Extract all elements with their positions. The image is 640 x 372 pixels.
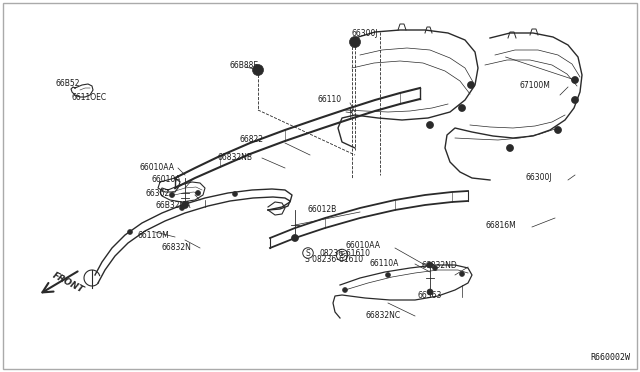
Text: 66110: 66110	[318, 96, 342, 105]
Circle shape	[349, 36, 360, 48]
Circle shape	[253, 64, 264, 76]
Text: 66012B: 66012B	[308, 205, 337, 215]
Circle shape	[433, 266, 438, 270]
Text: S: S	[339, 250, 344, 260]
Circle shape	[351, 38, 358, 45]
Text: S 08236-61610: S 08236-61610	[305, 256, 363, 264]
Text: 66B52: 66B52	[56, 78, 81, 87]
Text: 66363: 66363	[418, 292, 442, 301]
Circle shape	[182, 202, 189, 208]
Circle shape	[427, 262, 433, 268]
Text: 66832ND: 66832ND	[422, 260, 458, 269]
Circle shape	[385, 273, 390, 278]
Text: 66010AA: 66010AA	[345, 241, 380, 250]
Text: 08236-61610: 08236-61610	[320, 248, 371, 257]
Text: 66110A: 66110A	[370, 259, 399, 267]
Circle shape	[291, 234, 298, 241]
Text: 66832NB: 66832NB	[218, 153, 253, 161]
Text: 66362: 66362	[145, 189, 169, 198]
Circle shape	[426, 122, 433, 128]
Circle shape	[554, 126, 561, 134]
Text: 66B32NA: 66B32NA	[155, 202, 191, 211]
Text: S: S	[306, 248, 310, 257]
Circle shape	[179, 205, 184, 211]
Text: FRONT: FRONT	[51, 271, 85, 295]
Circle shape	[195, 190, 200, 196]
Text: 6611OEC: 6611OEC	[72, 93, 107, 102]
Text: 66300J: 66300J	[525, 173, 552, 183]
Circle shape	[342, 288, 348, 292]
Circle shape	[572, 96, 579, 103]
Circle shape	[232, 192, 237, 196]
Circle shape	[467, 81, 474, 89]
Text: 66816M: 66816M	[486, 221, 516, 230]
Circle shape	[170, 192, 175, 198]
Circle shape	[460, 272, 465, 276]
Circle shape	[458, 105, 465, 112]
Text: 66822: 66822	[240, 135, 264, 144]
Circle shape	[506, 144, 513, 151]
Text: 67100M: 67100M	[520, 80, 551, 90]
Text: 66010AA: 66010AA	[140, 164, 175, 173]
Text: 6611OM: 6611OM	[138, 231, 170, 241]
Text: R660002W: R660002W	[590, 353, 630, 362]
Text: 66B88E: 66B88E	[230, 61, 259, 70]
Circle shape	[427, 289, 433, 295]
Text: 66300J: 66300J	[352, 29, 379, 38]
Text: 66832NC: 66832NC	[365, 311, 400, 320]
Circle shape	[127, 230, 132, 234]
Circle shape	[572, 77, 579, 83]
Text: 66010A: 66010A	[152, 176, 182, 185]
Text: 66832N: 66832N	[162, 244, 192, 253]
